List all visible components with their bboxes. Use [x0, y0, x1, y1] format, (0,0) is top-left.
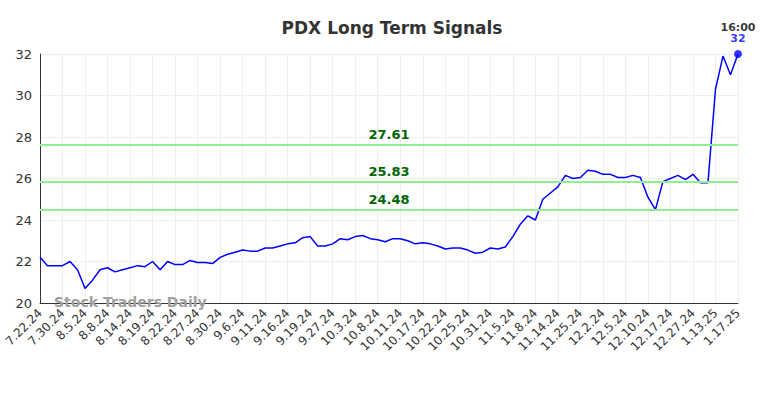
svg-text:10.11.24: 10.11.24 [357, 306, 406, 354]
svg-text:28: 28 [15, 130, 32, 145]
svg-text:16:00: 16:00 [720, 21, 756, 34]
svg-text:25.83: 25.83 [368, 164, 409, 179]
svg-text:8.14.24: 8.14.24 [92, 306, 135, 349]
svg-text:1.17.25: 1.17.25 [701, 306, 743, 348]
svg-text:8.22.24: 8.22.24 [137, 306, 180, 349]
svg-text:9.11.24: 9.11.24 [227, 306, 271, 349]
svg-text:9.19.24: 9.19.24 [272, 306, 316, 349]
svg-text:12.10.24: 12.10.24 [605, 306, 653, 354]
svg-text:8.30.24: 8.30.24 [182, 306, 226, 349]
svg-text:11.25.24: 11.25.24 [537, 306, 586, 354]
svg-text:10.25.24: 10.25.24 [425, 306, 473, 354]
svg-text:22: 22 [15, 254, 32, 269]
svg-text:24: 24 [15, 213, 32, 228]
svg-text:32: 32 [15, 47, 32, 62]
svg-text:9.6.24: 9.6.24 [210, 306, 248, 343]
svg-text:20: 20 [15, 296, 32, 311]
svg-text:Stock Traders Daily: Stock Traders Daily [54, 294, 207, 310]
svg-text:8.19.24: 8.19.24 [115, 306, 158, 349]
svg-text:27.61: 27.61 [368, 127, 409, 142]
svg-text:7.30.24: 7.30.24 [25, 306, 68, 349]
svg-text:30: 30 [15, 88, 32, 103]
svg-text:7.22.24: 7.22.24 [2, 306, 45, 349]
svg-text:24.48: 24.48 [368, 192, 409, 207]
svg-text:9.16.24: 9.16.24 [250, 306, 293, 349]
svg-text:9.27.24: 9.27.24 [295, 306, 338, 349]
svg-text:10.31.24: 10.31.24 [447, 306, 496, 354]
svg-text:8.27.24: 8.27.24 [160, 306, 203, 349]
svg-text:10.22.24: 10.22.24 [402, 306, 451, 354]
svg-text:12.17.24: 12.17.24 [627, 306, 676, 354]
svg-text:8.5.24: 8.5.24 [53, 306, 90, 343]
svg-text:26: 26 [15, 171, 32, 186]
svg-text:10.3.24: 10.3.24 [317, 306, 361, 349]
svg-text:11.14.24: 11.14.24 [515, 306, 563, 354]
svg-text:12.27.24: 12.27.24 [650, 306, 698, 354]
svg-text:11.5.24: 11.5.24 [475, 306, 518, 349]
svg-text:1.13.25: 1.13.25 [678, 306, 721, 349]
svg-text:10.8.24: 10.8.24 [340, 306, 383, 349]
svg-text:12.5.24: 12.5.24 [588, 306, 631, 349]
svg-text:11.8.24: 11.8.24 [498, 306, 541, 349]
svg-text:12.2.24: 12.2.24 [565, 306, 608, 349]
svg-text:8.8.24: 8.8.24 [75, 306, 113, 343]
svg-text:32: 32 [730, 32, 745, 45]
svg-text:PDX Long Term Signals: PDX Long Term Signals [282, 18, 503, 38]
svg-text:10.17.24: 10.17.24 [380, 306, 428, 354]
